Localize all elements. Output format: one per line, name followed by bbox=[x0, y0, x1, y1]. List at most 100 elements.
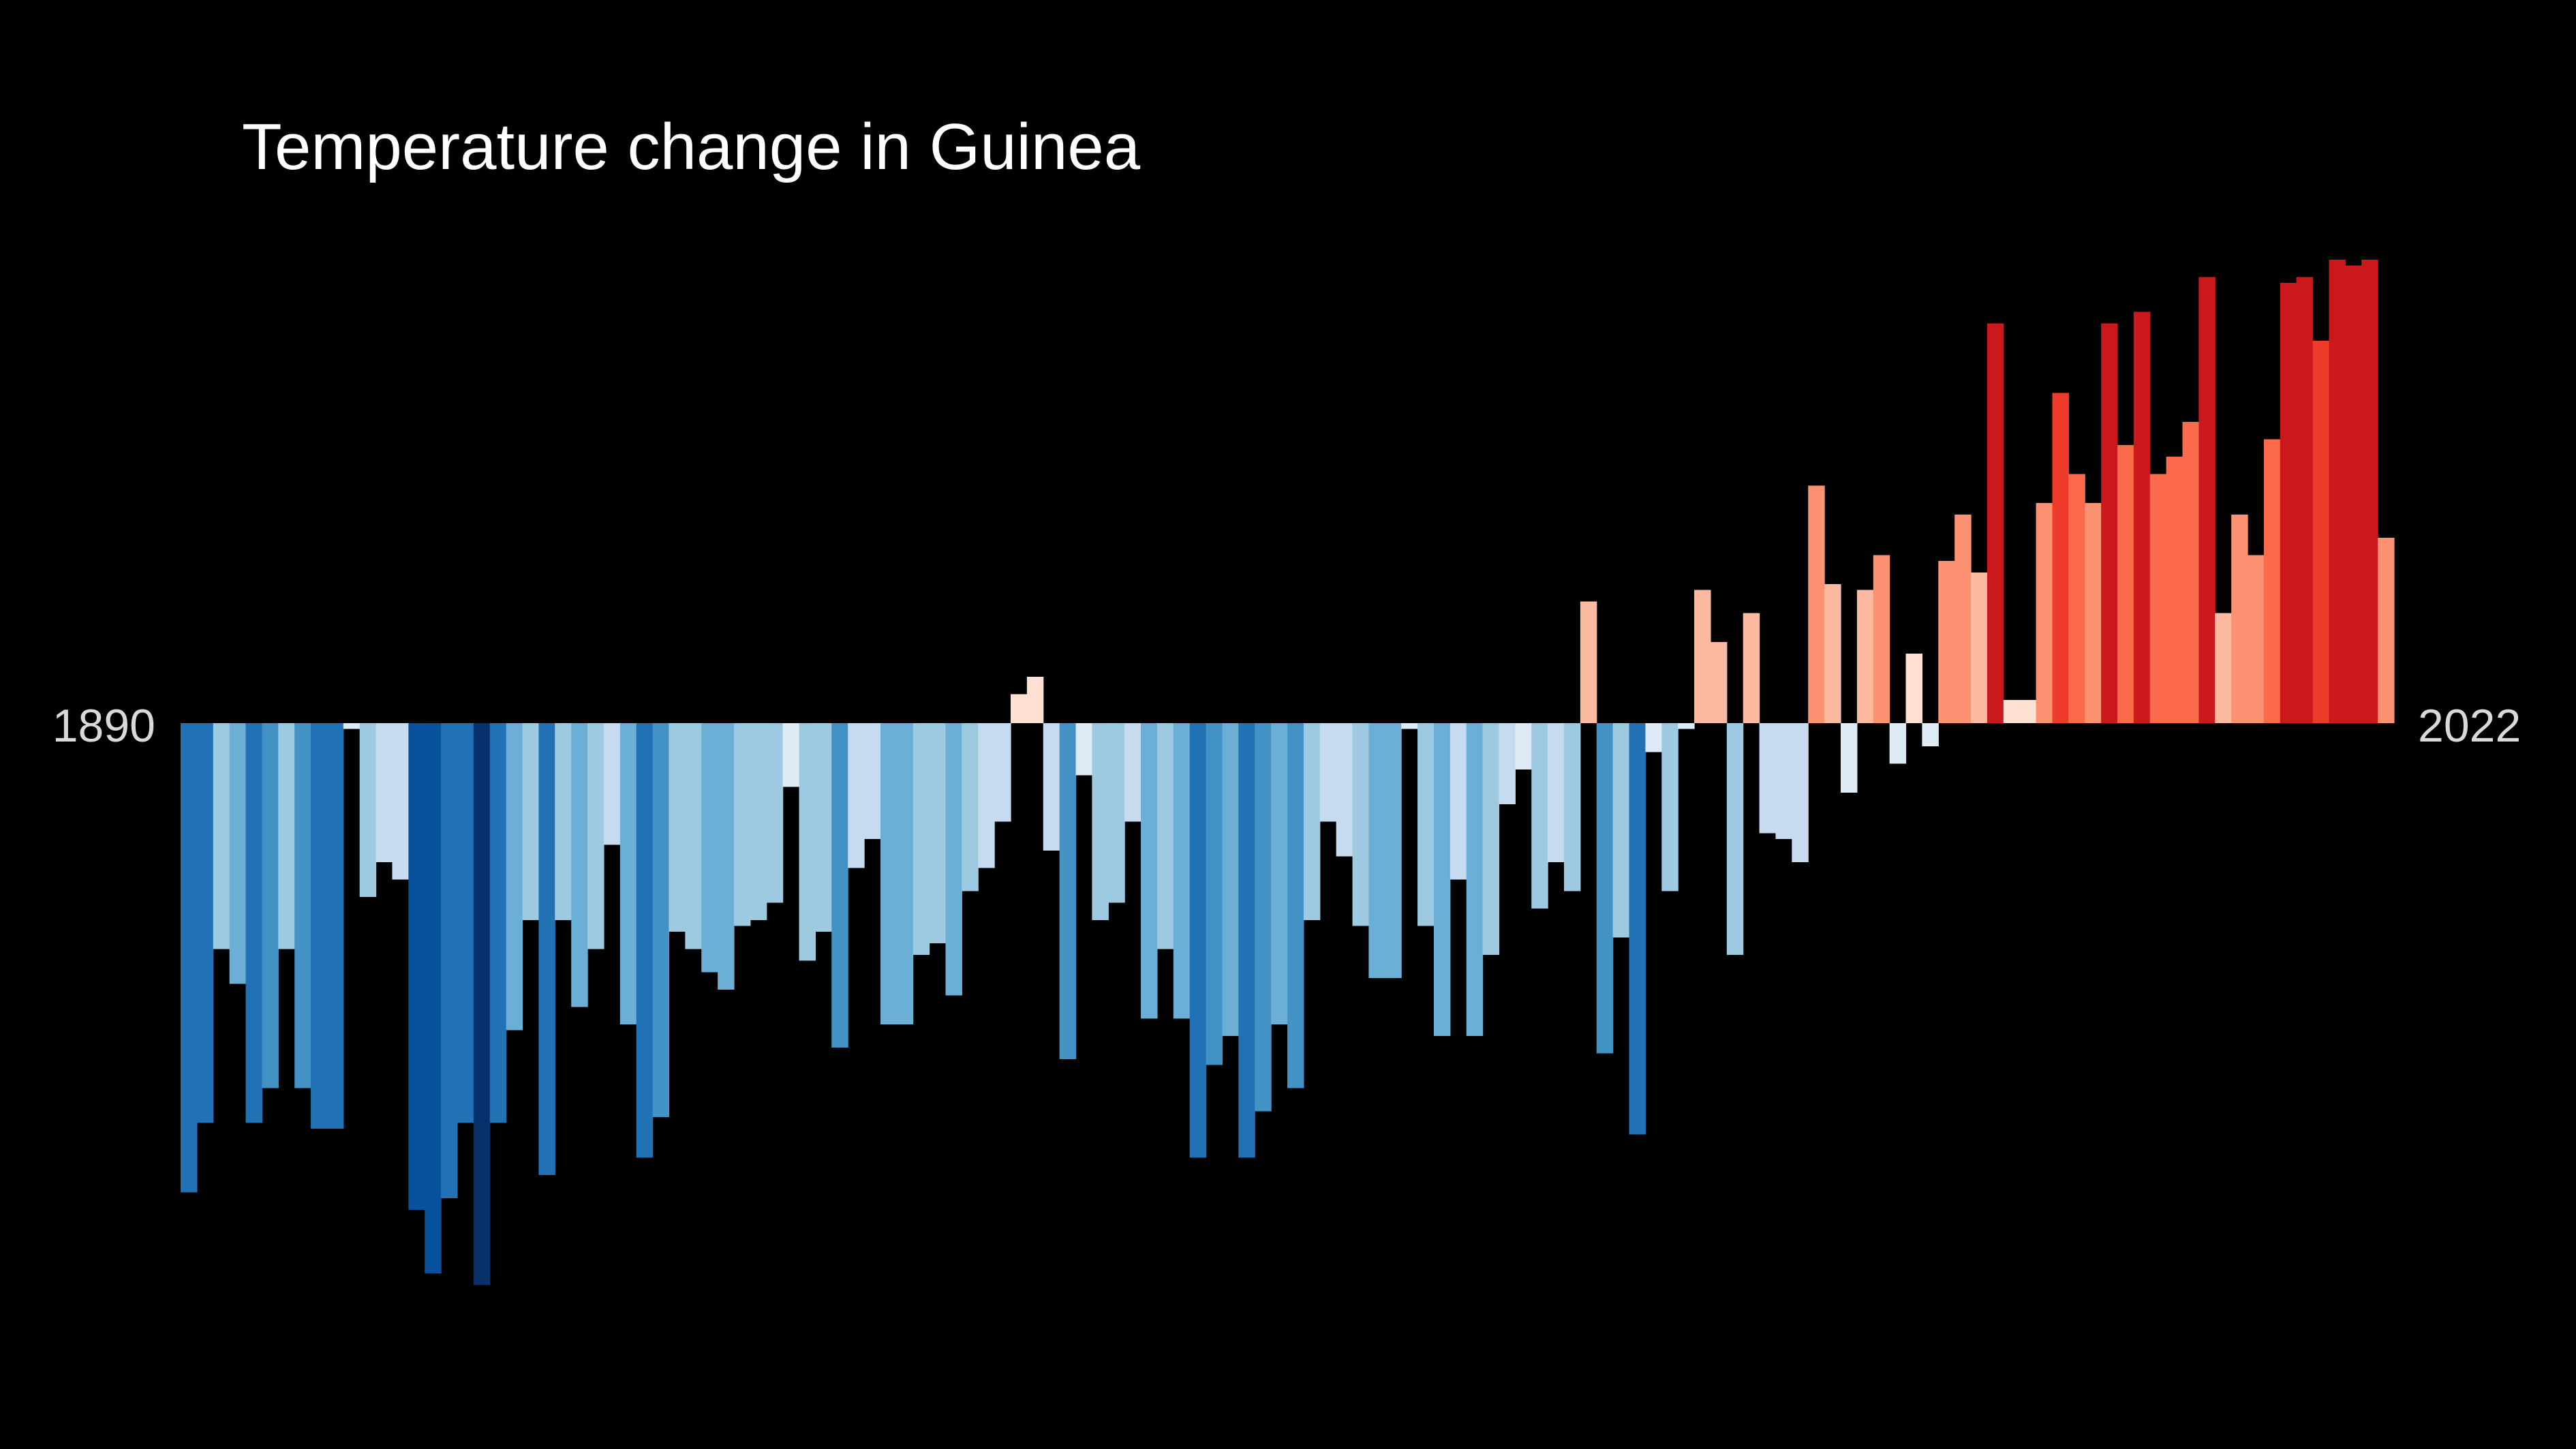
temperature-bar bbox=[1710, 642, 1728, 723]
temperature-bar bbox=[1108, 723, 1125, 903]
temperature-bar bbox=[2312, 341, 2330, 723]
temperature-bar bbox=[1661, 723, 1678, 891]
temperature-bar bbox=[1043, 723, 1060, 851]
temperature-bar bbox=[2003, 700, 2021, 723]
temperature-bar bbox=[1319, 723, 1337, 822]
temperature-bar bbox=[636, 723, 654, 1158]
temperature-bar bbox=[1841, 723, 1858, 793]
temperature-bar bbox=[2101, 323, 2118, 723]
temperature-bar bbox=[718, 723, 735, 990]
temperature-bar bbox=[734, 723, 751, 926]
temperature-bar bbox=[489, 723, 507, 1123]
temperature-bar bbox=[1971, 573, 1988, 723]
temperature-bar bbox=[441, 723, 458, 1198]
temperature-bar bbox=[408, 723, 425, 1210]
temperature-bar bbox=[1889, 723, 1907, 764]
temperature-bar bbox=[375, 723, 393, 862]
temperature-bar bbox=[1743, 613, 1760, 723]
temperature-bar bbox=[1303, 723, 1321, 920]
temperature-bar bbox=[1954, 515, 1972, 723]
temperature-bar bbox=[229, 723, 247, 984]
temperature-bar bbox=[1922, 723, 1939, 746]
temperature-bar bbox=[1401, 723, 1418, 729]
temperature-bar bbox=[669, 723, 686, 932]
temperature-bar bbox=[2133, 311, 2151, 723]
temperature-bar bbox=[1759, 723, 1777, 834]
temperature-bar bbox=[181, 723, 198, 1193]
temperature-bar bbox=[1271, 723, 1288, 1024]
start-year-label: 1890 bbox=[52, 700, 155, 752]
temperature-bar bbox=[2345, 265, 2362, 723]
temperature-bar bbox=[864, 723, 881, 839]
temperature-bar bbox=[1564, 723, 1581, 891]
temperature-bar bbox=[2052, 393, 2069, 723]
temperature-bar bbox=[652, 723, 670, 1117]
temperature-bar bbox=[1124, 723, 1141, 822]
temperature-bar bbox=[245, 723, 263, 1123]
temperature-bar bbox=[311, 723, 328, 1129]
temperature-bar bbox=[1856, 590, 1874, 723]
temperature-bar bbox=[1466, 723, 1484, 1036]
temperature-bar bbox=[1255, 723, 1272, 1112]
temperature-bar bbox=[1873, 555, 1890, 723]
temperature-bar bbox=[2036, 503, 2053, 723]
temperature-bar bbox=[278, 723, 295, 949]
temperature-bar bbox=[1808, 485, 1825, 723]
temperature-bar bbox=[2215, 613, 2232, 723]
temperature-bar bbox=[1011, 694, 1028, 723]
temperature-bar bbox=[2068, 474, 2085, 723]
temperature-bar bbox=[1206, 723, 1223, 1065]
temperature-bar bbox=[2085, 503, 2102, 723]
temperature-bar bbox=[538, 723, 555, 1175]
temperature-bar bbox=[766, 723, 784, 903]
temperature-bar bbox=[457, 723, 474, 1123]
temperature-bar bbox=[1905, 654, 1923, 723]
temperature-bar bbox=[896, 723, 914, 1024]
temperature-bar bbox=[587, 723, 604, 949]
temperature-bar bbox=[1059, 723, 1077, 1059]
temperature-bar bbox=[1645, 723, 1662, 752]
end-year-label: 2022 bbox=[2418, 700, 2521, 752]
temperature-bar bbox=[2280, 283, 2297, 723]
temperature-bar bbox=[1775, 723, 1792, 839]
temperature-bar bbox=[196, 723, 214, 1123]
temperature-bar bbox=[1824, 584, 1841, 723]
temperature-bar bbox=[962, 723, 979, 891]
temperature-bar bbox=[2182, 422, 2200, 723]
temperature-bar bbox=[2329, 260, 2346, 723]
temperature-bar bbox=[1596, 723, 1614, 1054]
temperature-bar bbox=[473, 723, 491, 1285]
temperature-bar bbox=[1189, 723, 1207, 1158]
temperature-bar bbox=[213, 723, 230, 949]
temperature-bar bbox=[2231, 515, 2248, 723]
temperature-bar bbox=[343, 723, 361, 729]
temperature-bar bbox=[1515, 723, 1532, 769]
temperature-bar bbox=[1026, 677, 1044, 723]
temperature-bar bbox=[262, 723, 279, 1088]
temperature-bar bbox=[2149, 474, 2167, 723]
temperature-bar bbox=[1238, 723, 1255, 1158]
temperature-bar bbox=[1222, 723, 1239, 1036]
temperature-bar bbox=[294, 723, 311, 1088]
temperature-bar bbox=[815, 723, 832, 932]
temperature-bar bbox=[945, 723, 962, 996]
temperature-bar bbox=[994, 723, 1011, 822]
temperature-bar bbox=[2198, 277, 2215, 723]
temperature-bar bbox=[2019, 700, 2037, 723]
chart-title: Temperature change in Guinea bbox=[242, 110, 1141, 183]
temperature-bar bbox=[1368, 723, 1385, 978]
temperature-bar bbox=[701, 723, 718, 973]
temperature-bar bbox=[326, 723, 344, 1129]
temperature-bar bbox=[929, 723, 947, 943]
temperature-bar bbox=[425, 723, 442, 1274]
temperature-bar bbox=[1531, 723, 1548, 909]
temperature-bar bbox=[571, 723, 588, 1007]
temperature-bar bbox=[1629, 723, 1646, 1135]
temperature-bar bbox=[880, 723, 898, 1024]
temperature-bar bbox=[359, 723, 377, 897]
temperature-bar bbox=[1938, 561, 1955, 723]
temperature-bar bbox=[1287, 723, 1304, 1088]
temperature-bar bbox=[1385, 723, 1402, 978]
temperature-bar bbox=[1173, 723, 1191, 1019]
